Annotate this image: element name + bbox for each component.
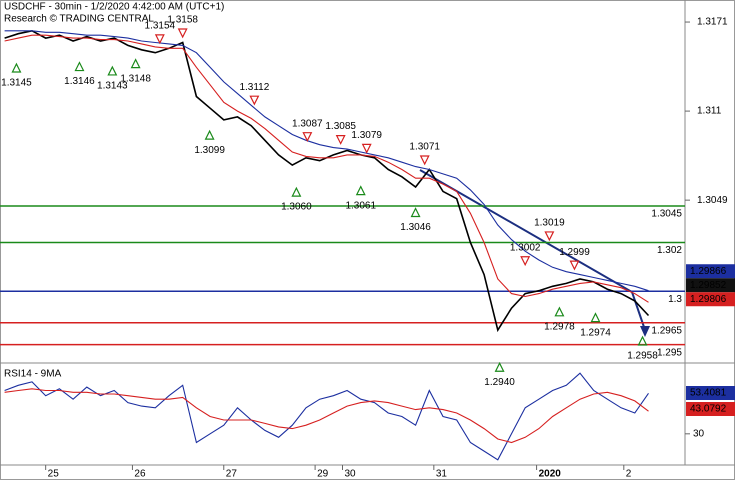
price-tag-label: 1.29866 <box>690 266 727 277</box>
trend-arrow <box>640 326 650 337</box>
level-label: 1.2965 <box>651 325 682 336</box>
annotation-label: 1.3158 <box>167 15 198 26</box>
y-tick-label: 30 <box>693 428 705 439</box>
annotation-label: 1.3061 <box>345 200 376 211</box>
annotation-label: 1.2978 <box>544 321 575 332</box>
sell-marker <box>302 132 313 143</box>
x-tick-label: 29 <box>317 469 329 480</box>
buy-marker <box>494 361 505 372</box>
price-tag-label: 1.29852 <box>690 280 727 291</box>
value-tag-label: 43.0792 <box>690 404 727 415</box>
price-tag <box>686 292 735 307</box>
series-line <box>4 30 649 292</box>
x-tick-label: 31 <box>436 469 448 480</box>
y-tick-label: 1.3171 <box>697 17 728 28</box>
value-tag <box>686 386 735 400</box>
sell-marker <box>154 34 165 45</box>
price-tag <box>686 264 735 279</box>
annotation-label: 1.3060 <box>281 202 312 213</box>
y-tick-label: 1.3049 <box>697 195 728 206</box>
buy-marker <box>204 129 215 140</box>
level-label: 1.3 <box>668 294 682 305</box>
annotation-label: 1.2958 <box>627 351 658 362</box>
buy-marker <box>74 61 85 72</box>
buy-marker <box>11 62 22 73</box>
x-tick-label: 26 <box>134 469 146 480</box>
rsi-title: RSI14 - 9MA <box>4 369 62 380</box>
y-tick-label: 1.311 <box>697 106 722 117</box>
sell-marker <box>361 143 372 154</box>
annotation-label: 1.3099 <box>194 145 225 156</box>
buy-marker <box>291 186 302 197</box>
sell-marker <box>569 260 580 271</box>
annotation-label: 1.3079 <box>351 130 382 141</box>
x-tick-label: 30 <box>345 469 357 480</box>
sell-marker <box>544 231 555 242</box>
level-label: 1.3045 <box>651 209 682 220</box>
annotation-label: 1.3148 <box>120 73 151 84</box>
value-tag <box>686 402 735 416</box>
x-tick-label: 2020 <box>539 469 562 480</box>
buy-marker <box>107 65 118 76</box>
annotation-label: 1.3071 <box>409 142 440 153</box>
annotation-label: 1.2999 <box>559 247 590 258</box>
annotation-label: 1.3143 <box>97 81 128 92</box>
chart-subtitle: Research © TRADING CENTRAL <box>4 14 154 25</box>
buy-marker <box>637 335 648 346</box>
price-tag-label: 1.29806 <box>690 294 727 305</box>
annotation-label: 1.2940 <box>484 377 515 388</box>
level-label: 1.295 <box>657 347 682 358</box>
buy-marker <box>410 207 421 218</box>
x-tick-label: 27 <box>226 469 238 480</box>
annotation-label: 1.2974 <box>580 327 611 338</box>
annotation-label: 1.3146 <box>64 76 95 87</box>
annotation-label: 1.3002 <box>510 242 541 253</box>
sell-marker <box>520 256 531 267</box>
sell-marker <box>177 28 188 39</box>
annotation-label: 1.3087 <box>292 118 323 129</box>
buy-marker <box>590 312 601 323</box>
annotation-label: 1.3154 <box>145 21 176 32</box>
buy-marker <box>130 58 141 69</box>
value-tag-label: 53.4081 <box>690 388 727 399</box>
annotation-label: 1.3112 <box>239 82 269 93</box>
annotation-label: 1.3085 <box>325 121 356 132</box>
sell-marker <box>335 134 346 145</box>
x-tick-label: 25 <box>48 469 60 480</box>
buy-marker <box>554 306 565 317</box>
sell-marker <box>419 155 430 166</box>
level-label: 1.302 <box>657 245 682 256</box>
buy-marker <box>355 185 366 196</box>
annotation-label: 1.3145 <box>1 78 32 89</box>
price-tag <box>686 278 735 293</box>
series-line <box>4 34 649 303</box>
series-line <box>4 388 649 444</box>
series-line <box>4 372 649 461</box>
annotation-label: 1.3046 <box>400 222 431 233</box>
chart-title: USDCHF - 30min - 1/2/2020 4:42:00 AM (UT… <box>4 2 224 13</box>
annotation-label: 1.3019 <box>534 218 565 229</box>
sell-marker <box>249 95 260 106</box>
x-tick-label: 2 <box>626 469 632 480</box>
